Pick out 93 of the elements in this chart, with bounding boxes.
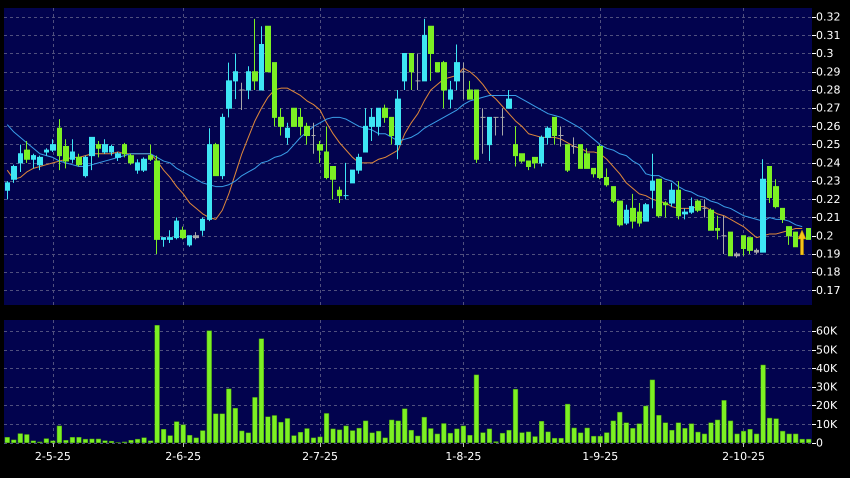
candlestick <box>18 144 23 172</box>
candlestick <box>422 18 427 82</box>
candlestick <box>461 62 466 100</box>
candlestick <box>695 198 701 213</box>
candlestick <box>506 89 512 109</box>
candlestick <box>239 82 245 111</box>
candlestick <box>200 217 205 236</box>
y-tick-label: 10K <box>816 418 838 431</box>
y-tick-label: 0.32 <box>816 10 840 24</box>
y-tick-label: 0.29 <box>816 65 840 78</box>
candlestick <box>760 158 766 253</box>
candlestick <box>337 186 342 204</box>
x-tick-label: 2-7-25 <box>302 450 338 463</box>
y-tick-label: 0.17 <box>816 284 840 297</box>
candlestick <box>128 153 134 166</box>
candlestick <box>115 151 121 162</box>
candlestick <box>89 136 95 171</box>
line-series <box>6 94 803 228</box>
y-tick-label: 0.31 <box>816 28 840 42</box>
candlestick <box>83 155 88 178</box>
y-tick-label: 0.18 <box>816 266 840 279</box>
candlestick <box>187 235 192 248</box>
candlestick <box>252 18 258 90</box>
y-tick-label: 0 <box>816 436 823 450</box>
x-tick-label: 2-6-25 <box>165 450 202 463</box>
x-tick-label: 1-9-25 <box>582 450 618 463</box>
candlestick <box>5 180 10 200</box>
candlestick <box>193 232 199 240</box>
candlestick <box>702 198 707 218</box>
x-tick-label: 2-5-25 <box>34 450 71 463</box>
candlestick <box>552 116 557 146</box>
candlestick <box>402 53 407 90</box>
candlestick <box>76 153 82 168</box>
candlestick <box>24 140 30 164</box>
candlestick <box>806 228 811 240</box>
x-tick-label: 2-10-25 <box>722 450 766 463</box>
candlestick <box>343 162 349 200</box>
candlestick <box>409 53 414 90</box>
y-tick-label: 0.27 <box>816 102 840 115</box>
candlestick <box>454 44 460 90</box>
y-tick-label: 0.19 <box>816 247 840 260</box>
candlestick <box>180 226 186 240</box>
candlestick <box>122 142 127 158</box>
candlestick <box>220 113 225 180</box>
x-tick-label: 1-8-25 <box>445 450 482 463</box>
y-tick-label: 0.3 <box>816 47 834 60</box>
candlestick <box>487 116 492 162</box>
candlestick <box>96 140 101 158</box>
y-tick-label: 30K <box>816 380 838 394</box>
y-tick-label: 0.23 <box>816 174 840 188</box>
candlestick <box>213 142 219 176</box>
candlestick <box>480 108 486 154</box>
candlestick <box>285 122 290 146</box>
y-tick-label: 0.22 <box>816 192 840 206</box>
candlestick <box>11 164 17 184</box>
candlestick <box>558 126 564 147</box>
candlestick <box>643 202 649 222</box>
candlestick <box>565 144 570 172</box>
y-tick-label: 0.21 <box>816 211 840 224</box>
candlestick <box>207 128 212 222</box>
y-tick-label: 60K <box>816 324 838 338</box>
y-tick-label: 50K <box>816 343 838 356</box>
y-tick-label: 20K <box>816 399 838 412</box>
candlestick <box>493 116 499 136</box>
candlestick <box>317 140 323 164</box>
candlestick <box>500 108 505 136</box>
y-tick-label: 40K <box>816 362 838 375</box>
candlestick <box>395 89 401 160</box>
candlestick <box>650 153 655 209</box>
candlestick <box>754 248 759 254</box>
candlestick <box>259 26 264 90</box>
candlestick <box>734 252 740 258</box>
candlestick <box>148 144 153 162</box>
y-tick-label: 0.25 <box>816 138 840 152</box>
line-series <box>6 68 803 238</box>
candlestick <box>448 80 453 109</box>
candlestick <box>246 66 251 100</box>
candlestick <box>669 182 675 208</box>
candlestick <box>428 26 434 82</box>
candlestick <box>721 215 727 254</box>
y-tick-label: 0.2 <box>816 229 834 242</box>
y-tick-label: 0.24 <box>816 156 840 170</box>
candlestick <box>676 180 681 220</box>
candlestick <box>571 136 577 154</box>
y-tick-label: 0.28 <box>816 83 840 96</box>
candlestick <box>780 208 785 224</box>
y-tick-label: 0.26 <box>816 120 840 133</box>
candlestick <box>154 155 160 254</box>
candlestick <box>415 53 421 90</box>
candlestick <box>311 122 316 154</box>
candlestick <box>728 232 733 256</box>
candlestick <box>70 138 75 164</box>
candlestick <box>624 204 629 226</box>
